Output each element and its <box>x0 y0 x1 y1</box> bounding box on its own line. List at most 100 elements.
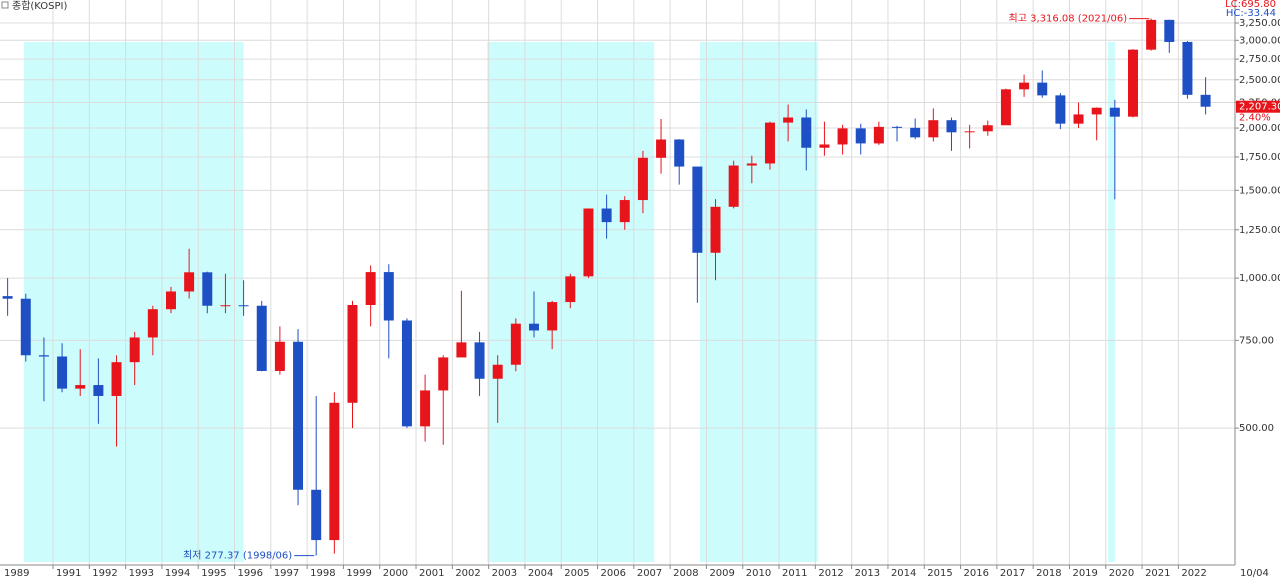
candle-body <box>147 309 158 338</box>
x-tick-label: 2019 <box>1072 568 1097 579</box>
candle-body <box>365 272 376 305</box>
candle-body <box>692 166 703 253</box>
candle-body <box>619 200 630 223</box>
candle-body <box>1037 82 1048 96</box>
candle-body <box>492 364 503 379</box>
x-tick-label: 2016 <box>964 568 989 579</box>
last-price-box <box>1236 100 1280 113</box>
candle-body <box>165 291 176 310</box>
x-tick-label: 2004 <box>528 568 553 579</box>
candle-body <box>20 298 31 356</box>
candle-body <box>438 357 449 391</box>
candle-body <box>1164 19 1175 42</box>
candle-body <box>819 144 830 148</box>
candle-body <box>529 323 539 331</box>
y-tick-label: 1,750.00 <box>1239 152 1280 163</box>
icon <box>1 1 9 9</box>
candle-body <box>946 120 957 133</box>
shaded-range <box>1107 42 1115 562</box>
x-tick-label: 1991 <box>56 568 81 579</box>
candle-body <box>347 304 358 403</box>
y-tick-label: 500.00 <box>1239 423 1274 434</box>
x-tick-label: 2012 <box>818 568 843 579</box>
candle-body <box>565 276 576 303</box>
x-tick-label: 2017 <box>1000 568 1025 579</box>
y-tick-label: 3,250.00 <box>1239 18 1280 29</box>
x-tick-label: 1994 <box>165 568 190 579</box>
candle-body <box>964 131 975 133</box>
x-tick-label: 2013 <box>855 568 880 579</box>
last-price-label: 2,207.30 <box>1239 102 1280 113</box>
candle-body <box>383 272 394 321</box>
x-tick-label: 2006 <box>601 568 626 579</box>
x-tick-label: 2000 <box>383 568 408 579</box>
candle-body <box>547 302 558 331</box>
candle-body <box>601 208 612 223</box>
candle-body <box>1073 114 1084 124</box>
candle-body <box>928 120 939 138</box>
x-tick-label: 2014 <box>891 568 916 579</box>
candle-body <box>93 385 104 396</box>
candle-body <box>910 127 921 138</box>
y-tick-label: 2,000.00 <box>1239 123 1280 134</box>
candle-body <box>420 390 431 427</box>
candle-body <box>238 305 249 307</box>
x-tick-label: 2015 <box>927 568 952 579</box>
candle-body <box>474 342 485 379</box>
y-tick-label: 1,000.00 <box>1239 273 1280 284</box>
x-tick-label: 2003 <box>492 568 517 579</box>
x-tick-label: 2008 <box>673 568 698 579</box>
candle-body <box>1019 82 1030 90</box>
candle-body <box>220 305 231 307</box>
candle-body <box>184 272 195 292</box>
candle-body <box>510 323 521 365</box>
x-tick-label: 2020 <box>1109 568 1134 579</box>
candle-body <box>256 305 267 371</box>
x-end-label: 10/04 <box>1240 568 1269 579</box>
candle-body <box>728 165 739 207</box>
x-tick-label: 2011 <box>782 568 807 579</box>
x-tick-label: 2022 <box>1181 568 1206 579</box>
x-tick-label: 2009 <box>709 568 734 579</box>
candle-body <box>674 139 685 167</box>
candle-body <box>855 128 866 144</box>
y-tick-label: 2,750.00 <box>1239 54 1280 65</box>
candle-body <box>583 208 594 277</box>
shaded-range <box>699 42 818 562</box>
candle-body <box>293 341 304 490</box>
x-tick-label: 1993 <box>129 568 154 579</box>
candle-body <box>873 126 884 144</box>
min-label: 최저 277.37 (1998/06) <box>183 550 292 562</box>
candle-body <box>710 206 721 253</box>
candle-body <box>982 125 993 132</box>
candle-body <box>1182 41 1193 95</box>
y-tick-label: 3,000.00 <box>1239 35 1280 46</box>
candle-body <box>57 356 68 389</box>
candle-body <box>1109 107 1120 117</box>
x-start-label: 1989 <box>4 568 29 579</box>
x-tick-label: 1997 <box>274 568 299 579</box>
x-tick-label: 1992 <box>92 568 117 579</box>
x-tick-label: 1995 <box>201 568 226 579</box>
x-tick-label: 2007 <box>637 568 662 579</box>
candle-body <box>637 157 648 201</box>
candle-body <box>1200 94 1211 107</box>
x-tick-label: 1996 <box>238 568 263 579</box>
chart-title: 종합(KOSPI) <box>12 0 68 12</box>
y-tick-label: 750.00 <box>1239 335 1274 346</box>
change-label: 2.40% <box>1239 113 1271 124</box>
x-tick-label: 2018 <box>1036 568 1061 579</box>
candle-body <box>1055 95 1066 124</box>
candle-body <box>329 402 340 541</box>
x-tick-label: 2010 <box>746 568 771 579</box>
candle-body <box>274 341 285 371</box>
candle-body <box>764 122 775 164</box>
candle-body <box>38 355 49 357</box>
x-tick-label: 2002 <box>455 568 480 579</box>
candle-body <box>1091 107 1102 115</box>
candle-body <box>2 296 13 299</box>
candle-body <box>892 126 903 128</box>
